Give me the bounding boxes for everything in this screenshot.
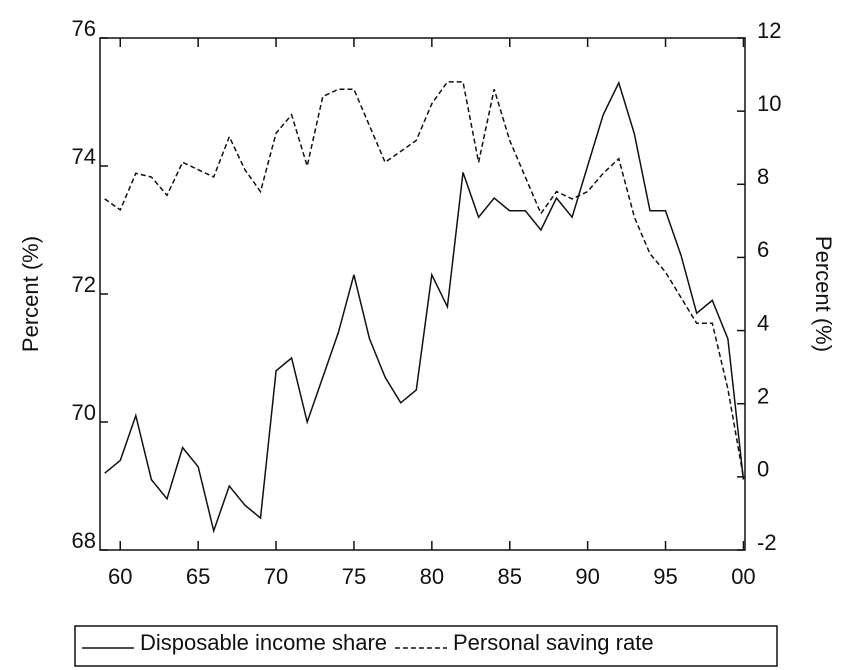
y2-axis-title: Percent (%) xyxy=(811,236,836,352)
x-tick-label: 85 xyxy=(498,564,522,589)
x-tick-label: 60 xyxy=(108,564,132,589)
y-tick-label: 76 xyxy=(72,16,96,41)
y2-tick-label: 12 xyxy=(757,18,781,43)
y-tick-label: 74 xyxy=(72,144,96,169)
y2-tick-label: 10 xyxy=(757,91,781,116)
x-tick-label: 90 xyxy=(575,564,599,589)
plot-frame xyxy=(99,37,746,551)
y-tick-label: 68 xyxy=(72,528,96,553)
y2-tick-label: 6 xyxy=(757,237,769,262)
y2-tick-label: 8 xyxy=(757,164,769,189)
legend-label: Disposable income share xyxy=(140,630,387,655)
x-tick-label: 75 xyxy=(342,564,366,589)
y2-tick-label: -2 xyxy=(757,530,777,555)
y2-tick-label: 0 xyxy=(757,457,769,482)
legend-box xyxy=(74,625,778,667)
y2-tick-label: 4 xyxy=(757,310,769,335)
x-tick-label: 65 xyxy=(186,564,210,589)
x-tick-label: 80 xyxy=(420,564,444,589)
y-tick-label: 72 xyxy=(72,272,96,297)
y-tick-label: 70 xyxy=(72,400,96,425)
y2-tick-label: 2 xyxy=(757,384,769,409)
series-line xyxy=(104,80,745,534)
x-tick-label: 00 xyxy=(731,564,755,589)
x-tick-label: 70 xyxy=(264,564,288,589)
x-tick-label: 95 xyxy=(653,564,677,589)
legend-label: Personal saving rate xyxy=(453,630,654,655)
series-line xyxy=(104,81,745,478)
y-axis-title: Percent (%) xyxy=(18,236,43,352)
